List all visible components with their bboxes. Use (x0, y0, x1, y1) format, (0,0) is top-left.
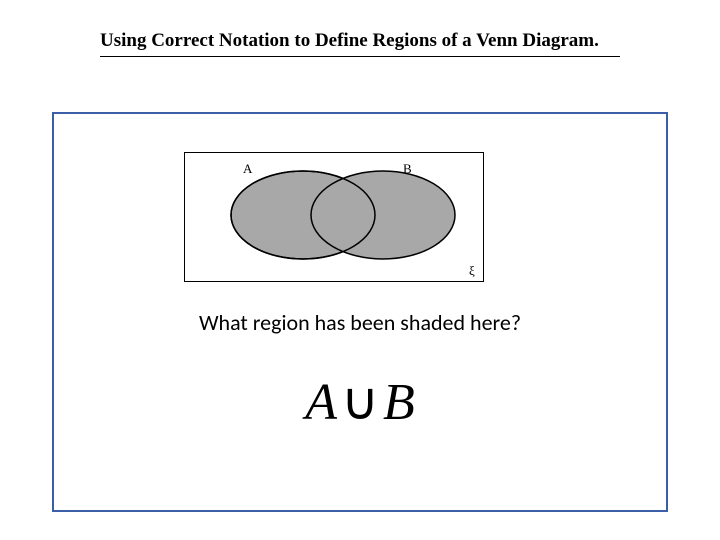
label-b: B (403, 161, 412, 177)
title-area: Using Correct Notation to Define Regions… (100, 28, 620, 57)
title-underline (100, 56, 620, 57)
label-a: A (243, 161, 252, 177)
formula-lhs: A (305, 374, 337, 431)
content-box: A B ξ What region has been shaded here? … (52, 112, 668, 512)
formula-rhs: B (383, 374, 415, 431)
venn-svg (185, 153, 485, 283)
formula: A∪B (54, 372, 666, 432)
question-text: What region has been shaded here? (54, 309, 666, 336)
venn-diagram: A B ξ (184, 152, 484, 282)
set-b-ellipse (311, 171, 455, 259)
page-title: Using Correct Notation to Define Regions… (100, 28, 620, 54)
label-universe: ξ (469, 263, 475, 279)
union-symbol: ∪ (341, 372, 379, 432)
